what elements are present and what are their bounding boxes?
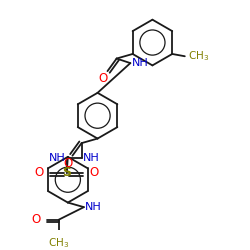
Text: O: O xyxy=(32,213,41,226)
Text: O: O xyxy=(63,157,72,170)
Text: O: O xyxy=(99,72,108,85)
Text: O: O xyxy=(34,166,44,179)
Text: O: O xyxy=(90,166,99,179)
Text: NH: NH xyxy=(132,58,148,68)
Text: CH$_3$: CH$_3$ xyxy=(188,49,210,63)
Text: NH: NH xyxy=(83,153,100,163)
Text: NH: NH xyxy=(49,153,66,163)
Text: S: S xyxy=(62,166,71,179)
Text: CH$_3$: CH$_3$ xyxy=(48,236,69,250)
Text: NH: NH xyxy=(85,202,102,212)
